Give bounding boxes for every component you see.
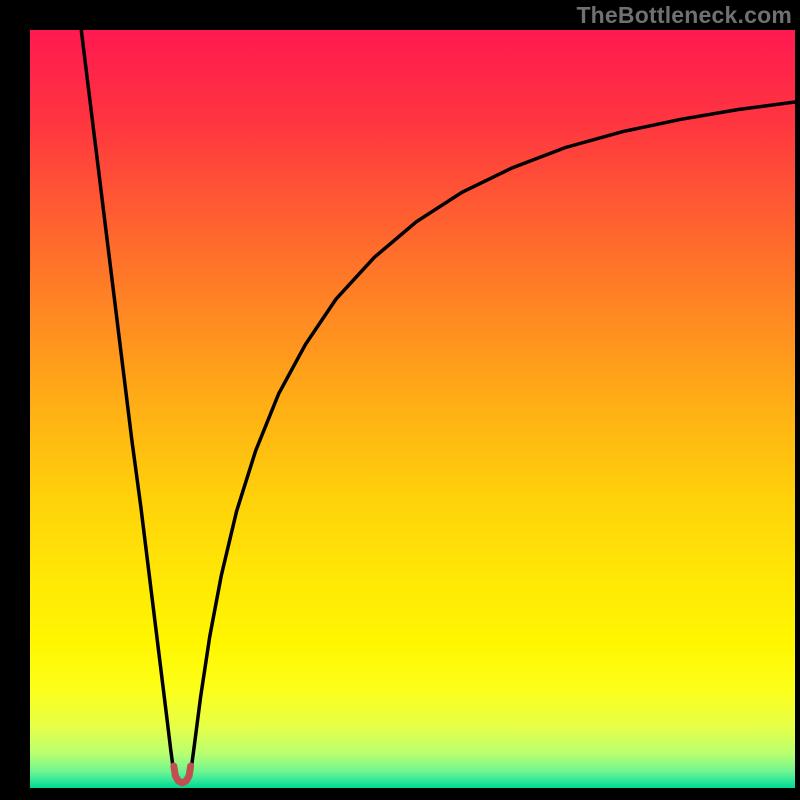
gradient-background: [30, 30, 795, 788]
chart-svg: [30, 30, 795, 788]
watermark-text: TheBottleneck.com: [576, 2, 792, 29]
plot-area: [30, 30, 795, 788]
chart-frame: TheBottleneck.com: [0, 0, 800, 800]
